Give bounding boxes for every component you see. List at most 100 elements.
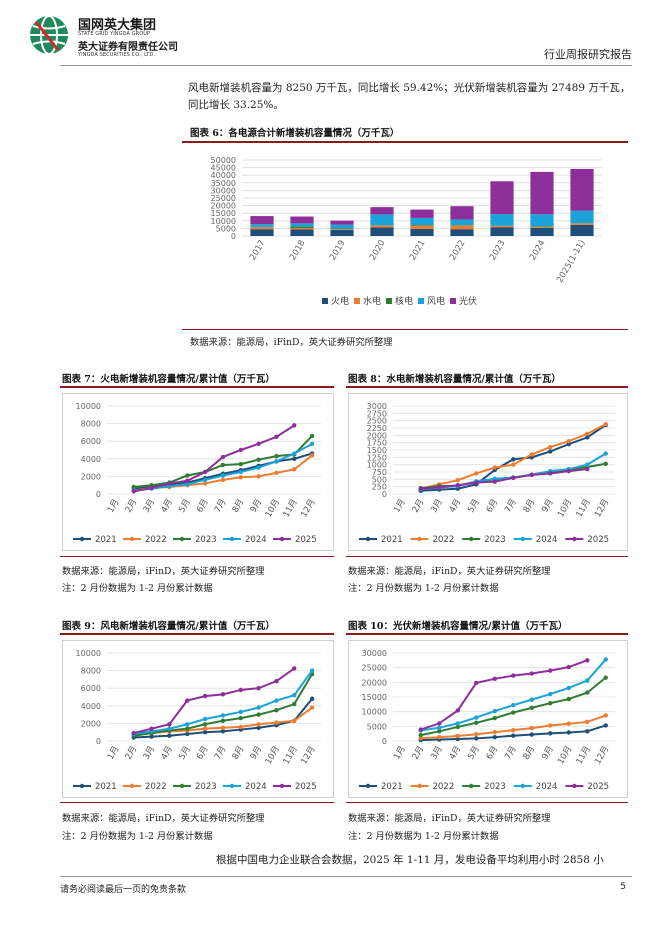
data-point bbox=[185, 473, 190, 478]
x-tick-label: 4月 bbox=[448, 498, 464, 515]
legend-swatch bbox=[418, 298, 424, 304]
data-point bbox=[131, 730, 136, 736]
data-point bbox=[256, 722, 261, 727]
bar-segment bbox=[490, 227, 514, 236]
data-point bbox=[437, 725, 442, 730]
data-point bbox=[274, 470, 279, 476]
bar-segment bbox=[290, 229, 314, 236]
data-point bbox=[603, 723, 608, 728]
bar-segment bbox=[450, 225, 474, 230]
data-point bbox=[220, 725, 226, 730]
y-tick-label: 1250 bbox=[367, 453, 387, 462]
x-tick-label: 11月 bbox=[282, 498, 300, 520]
series-line bbox=[420, 468, 588, 490]
data-point bbox=[603, 461, 608, 466]
data-point bbox=[585, 431, 590, 437]
fig7-line-chart: 0 2000 4000 6000 8000 10000 1月 2月 3月 4月 5月 6月 7月 8月 9月… bbox=[73, 402, 321, 545]
fig8-note: 注：2 月份数据为 1-2 月份累计数据 bbox=[348, 583, 499, 594]
legend-label: 2022 bbox=[145, 535, 167, 545]
logo-company-name: 英大证券有限责任公司 bbox=[78, 42, 178, 53]
fig7-title: 图表 7：火电新增装机容量情况/累计值（万千瓦） bbox=[62, 374, 275, 385]
bar-segment bbox=[450, 229, 474, 236]
data-point bbox=[492, 676, 497, 682]
bar-segment bbox=[410, 225, 434, 230]
legend-label: 2023 bbox=[484, 535, 506, 545]
bar-segment bbox=[250, 216, 274, 225]
fig9-title: 图表 9：风电新增装机容量情况/累计值（万千瓦） bbox=[62, 621, 275, 632]
data-point bbox=[256, 457, 261, 462]
fig8-source: 数据来源：能源局，iFinD，英大证券研究所整理 bbox=[348, 566, 551, 577]
data-point bbox=[309, 696, 315, 701]
data-point bbox=[309, 441, 315, 447]
data-point bbox=[167, 481, 172, 486]
data-point bbox=[511, 703, 516, 708]
x-tick-label: 11月 bbox=[282, 745, 300, 767]
data-point bbox=[566, 468, 571, 474]
fig7-bottom-rule bbox=[60, 556, 334, 557]
data-point bbox=[529, 472, 534, 478]
data-point bbox=[437, 734, 442, 740]
x-tick-label: 6月 bbox=[195, 498, 211, 515]
data-point bbox=[474, 480, 479, 485]
fig9-source: 数据来源：能源局，iFinD，英大证券研究所整理 bbox=[62, 813, 265, 824]
data-point bbox=[548, 668, 553, 673]
data-point bbox=[603, 451, 608, 456]
y-tick-label: 500 bbox=[372, 475, 387, 484]
fig8-line-chart: 0250500750100012501500175020002250250027… bbox=[359, 402, 615, 545]
data-point bbox=[437, 721, 442, 726]
x-tick-label: 1月 bbox=[106, 745, 122, 762]
data-point bbox=[238, 475, 243, 480]
x-tick-label: 1月 bbox=[392, 745, 408, 762]
legend-marker bbox=[365, 536, 371, 542]
legend-label: 2023 bbox=[484, 782, 506, 792]
bar-segment bbox=[530, 226, 554, 228]
x-tick-label: 2月 bbox=[124, 498, 140, 515]
data-point bbox=[238, 687, 243, 693]
x-tick-label: 2月 bbox=[124, 745, 140, 762]
data-point bbox=[511, 727, 516, 733]
data-point bbox=[566, 696, 571, 702]
fig8-chart-frame: 0 250 500 750 1000 1250 1500 1750 2000 2250 2500 27… bbox=[348, 393, 628, 551]
data-point bbox=[167, 726, 172, 731]
legend-label: 2022 bbox=[145, 782, 167, 792]
y-tick-label: 2500 bbox=[367, 417, 387, 426]
data-point bbox=[492, 730, 497, 735]
data-point bbox=[548, 444, 553, 450]
data-point bbox=[511, 733, 516, 738]
data-point bbox=[238, 709, 243, 715]
data-point bbox=[292, 666, 297, 671]
fig6-source: 数据来源：能源局，iFinD，英大证券研究所整理 bbox=[190, 337, 393, 348]
data-point bbox=[202, 693, 208, 699]
bar-segment bbox=[250, 224, 274, 227]
data-point bbox=[220, 473, 226, 478]
data-point bbox=[585, 678, 590, 683]
data-point bbox=[585, 462, 590, 467]
data-point bbox=[309, 705, 315, 710]
data-point bbox=[492, 708, 497, 714]
x-tick-label: 4月 bbox=[448, 745, 464, 762]
bar-segment bbox=[570, 223, 594, 225]
bar-segment bbox=[290, 227, 314, 230]
legend-label: 水电 bbox=[363, 295, 381, 307]
legend-label: 火电 bbox=[331, 295, 349, 307]
fig7-chart-frame: 0 2000 4000 6000 8000 10000 1月 2月 3月 4月 5月 6月 7月 8月 9月… bbox=[62, 393, 334, 551]
y-tick-label: 750 bbox=[372, 468, 387, 477]
y-tick-label: 0 bbox=[382, 490, 387, 499]
x-tick-label: 6月 bbox=[485, 745, 501, 762]
bar-segment bbox=[410, 217, 434, 226]
data-point bbox=[585, 719, 590, 725]
x-tick-label: 9月 bbox=[540, 745, 556, 762]
data-point bbox=[566, 439, 571, 444]
data-point bbox=[492, 465, 497, 470]
logo-company-name-en: YINGDA SECURITIES CO., LTD. bbox=[78, 52, 156, 58]
fig6-bottom-rule bbox=[182, 329, 628, 330]
bar-segment bbox=[250, 229, 274, 236]
data-point bbox=[455, 478, 460, 483]
data-point bbox=[149, 734, 154, 739]
legend-label: 2024 bbox=[536, 535, 558, 545]
legend-label: 光伏 bbox=[459, 295, 477, 307]
bar-segment bbox=[490, 181, 514, 215]
data-point bbox=[529, 452, 534, 457]
data-point bbox=[548, 471, 553, 476]
x-tick-label: 11月 bbox=[575, 745, 593, 767]
